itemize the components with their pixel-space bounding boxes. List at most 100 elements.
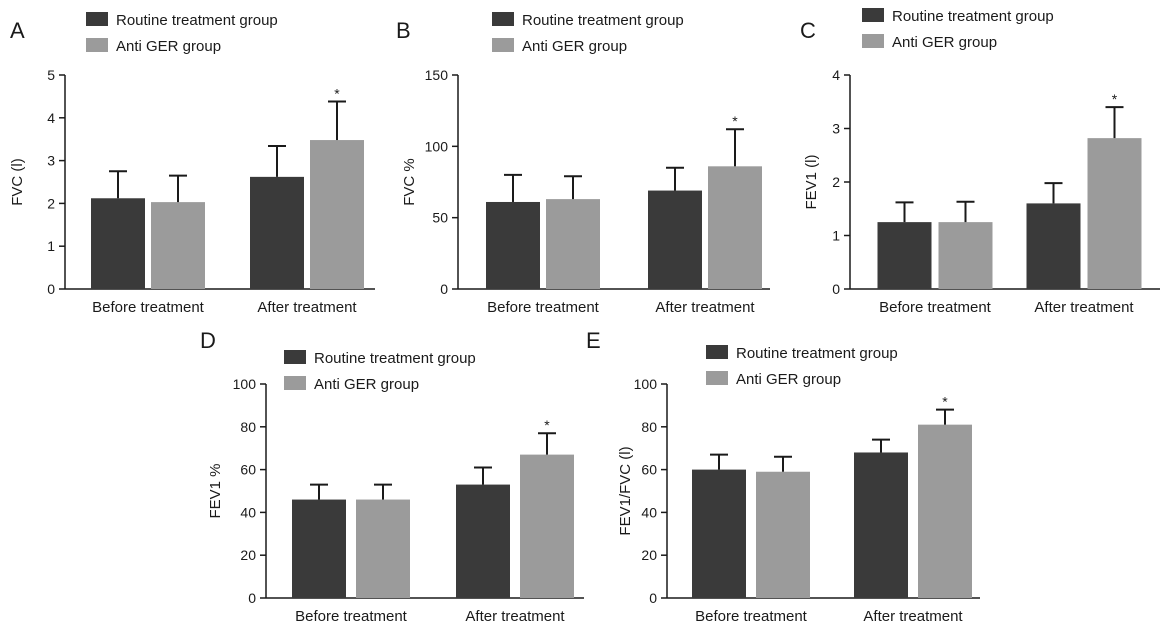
bar-routine-before xyxy=(91,198,145,289)
x-category-label: After treatment xyxy=(257,299,357,316)
y-axis-label: FEV1 (l) xyxy=(803,154,820,209)
legend-label-routine: Routine treatment group xyxy=(892,8,1054,25)
y-tick-label: 0 xyxy=(832,281,840,297)
y-tick-label: 80 xyxy=(641,419,657,435)
y-tick-label: 0 xyxy=(47,281,55,297)
panel-letter: B xyxy=(396,18,411,43)
y-tick-label: 100 xyxy=(233,376,257,392)
bar-routine-before xyxy=(877,222,932,289)
y-tick-label: 3 xyxy=(832,121,840,137)
bar-routine-after xyxy=(456,484,510,598)
y-tick-label: 3 xyxy=(47,153,55,169)
legend-label-anti-ger: Anti GER group xyxy=(116,38,221,55)
legend-label-routine: Routine treatment group xyxy=(116,12,278,29)
y-tick-label: 0 xyxy=(440,281,448,297)
legend-label-routine: Routine treatment group xyxy=(314,350,476,367)
y-axis-label: FEV1/FVC (l) xyxy=(617,446,634,535)
y-axis-label: FEV1 % xyxy=(207,463,224,518)
panel-b: B Routine treatment group Anti GER group 0 5… xyxy=(396,12,770,316)
x-category-label: After treatment xyxy=(465,608,565,625)
significance-marker: * xyxy=(1112,91,1118,107)
y-tick-label: 0 xyxy=(649,590,657,606)
bar-anti-ger-before xyxy=(756,471,810,598)
panel-c: C Routine treatment group Anti GER group 0 1… xyxy=(800,8,1160,316)
legend: Routine treatment group Anti GER group xyxy=(492,12,684,55)
legend-label-routine: Routine treatment group xyxy=(522,12,684,29)
bar-anti-ger-after xyxy=(310,140,364,289)
significance-marker: * xyxy=(544,417,550,433)
panel-a: A Routine treatment group Anti GER group 0 1… xyxy=(9,12,375,316)
bar-anti-ger-after xyxy=(1087,138,1142,289)
legend-swatch-anti-ger xyxy=(86,38,108,52)
bar-anti-ger-before xyxy=(356,499,410,598)
y-tick-label: 80 xyxy=(240,419,256,435)
x-category-label: After treatment xyxy=(655,299,755,316)
legend-swatch-anti-ger xyxy=(492,38,514,52)
x-category-label: Before treatment xyxy=(487,299,600,316)
bar-routine-after xyxy=(648,190,702,289)
y-tick-label: 40 xyxy=(240,504,256,520)
y-tick-label: 100 xyxy=(634,376,658,392)
legend: Routine treatment group Anti GER group xyxy=(284,350,476,393)
bar-routine-before xyxy=(692,469,746,598)
y-tick-label: 20 xyxy=(641,547,657,563)
bar-anti-ger-after xyxy=(520,454,574,598)
x-category-label: Before treatment xyxy=(879,299,992,316)
legend: Routine treatment group Anti GER group xyxy=(706,345,898,388)
legend-swatch-routine xyxy=(86,12,108,26)
legend-label-anti-ger: Anti GER group xyxy=(736,371,841,388)
bar-routine-after xyxy=(250,176,304,289)
panel-letter: A xyxy=(10,18,25,43)
y-tick-label: 100 xyxy=(425,138,449,154)
x-category-label: Before treatment xyxy=(92,299,205,316)
legend-swatch-routine xyxy=(492,12,514,26)
y-axis-label: FVC % xyxy=(401,158,418,206)
y-tick-label: 150 xyxy=(425,67,449,83)
y-tick-label: 50 xyxy=(432,210,448,226)
legend-swatch-anti-ger xyxy=(284,376,306,390)
significance-marker: * xyxy=(942,394,948,410)
bar-routine-after xyxy=(1026,203,1081,289)
bar-anti-ger-before xyxy=(151,202,205,289)
panel-d: D Routine treatment group Anti GER group 0 2… xyxy=(200,328,584,625)
y-tick-label: 60 xyxy=(240,462,256,478)
x-category-label: After treatment xyxy=(1034,299,1134,316)
bar-anti-ger-after xyxy=(918,424,972,598)
bar-anti-ger-before xyxy=(546,199,600,289)
legend-swatch-anti-ger xyxy=(706,371,728,385)
y-tick-label: 40 xyxy=(641,504,657,520)
legend-label-anti-ger: Anti GER group xyxy=(522,38,627,55)
y-tick-label: 2 xyxy=(832,174,840,190)
y-tick-label: 2 xyxy=(47,195,55,211)
legend-swatch-routine xyxy=(706,345,728,359)
x-category-label: After treatment xyxy=(863,608,963,625)
y-axis-label: FVC (l) xyxy=(9,158,26,206)
bar-routine-after xyxy=(854,452,908,598)
y-tick-label: 5 xyxy=(47,67,55,83)
bar-anti-ger-after xyxy=(708,166,762,289)
legend: Routine treatment group Anti GER group xyxy=(862,8,1054,51)
panel-letter: C xyxy=(800,18,816,43)
y-tick-label: 1 xyxy=(47,238,55,254)
bar-anti-ger-before xyxy=(938,222,993,289)
significance-marker: * xyxy=(732,113,738,129)
legend-label-anti-ger: Anti GER group xyxy=(892,34,997,51)
legend: Routine treatment group Anti GER group xyxy=(86,12,278,55)
y-tick-label: 4 xyxy=(832,67,840,83)
panel-e: E Routine treatment group Anti GER group 0 2… xyxy=(586,328,980,625)
legend-swatch-routine xyxy=(284,350,306,364)
bar-routine-before xyxy=(486,201,540,289)
panel-letter: D xyxy=(200,328,216,353)
x-category-label: Before treatment xyxy=(695,608,808,625)
y-tick-label: 1 xyxy=(832,228,840,244)
y-tick-label: 60 xyxy=(641,462,657,478)
y-tick-label: 20 xyxy=(240,547,256,563)
y-tick-label: 4 xyxy=(47,110,55,126)
legend-label-routine: Routine treatment group xyxy=(736,345,898,362)
y-tick-label: 0 xyxy=(248,590,256,606)
legend-swatch-routine xyxy=(862,8,884,22)
panel-letter: E xyxy=(586,328,601,353)
bar-routine-before xyxy=(292,499,346,598)
legend-label-anti-ger: Anti GER group xyxy=(314,376,419,393)
